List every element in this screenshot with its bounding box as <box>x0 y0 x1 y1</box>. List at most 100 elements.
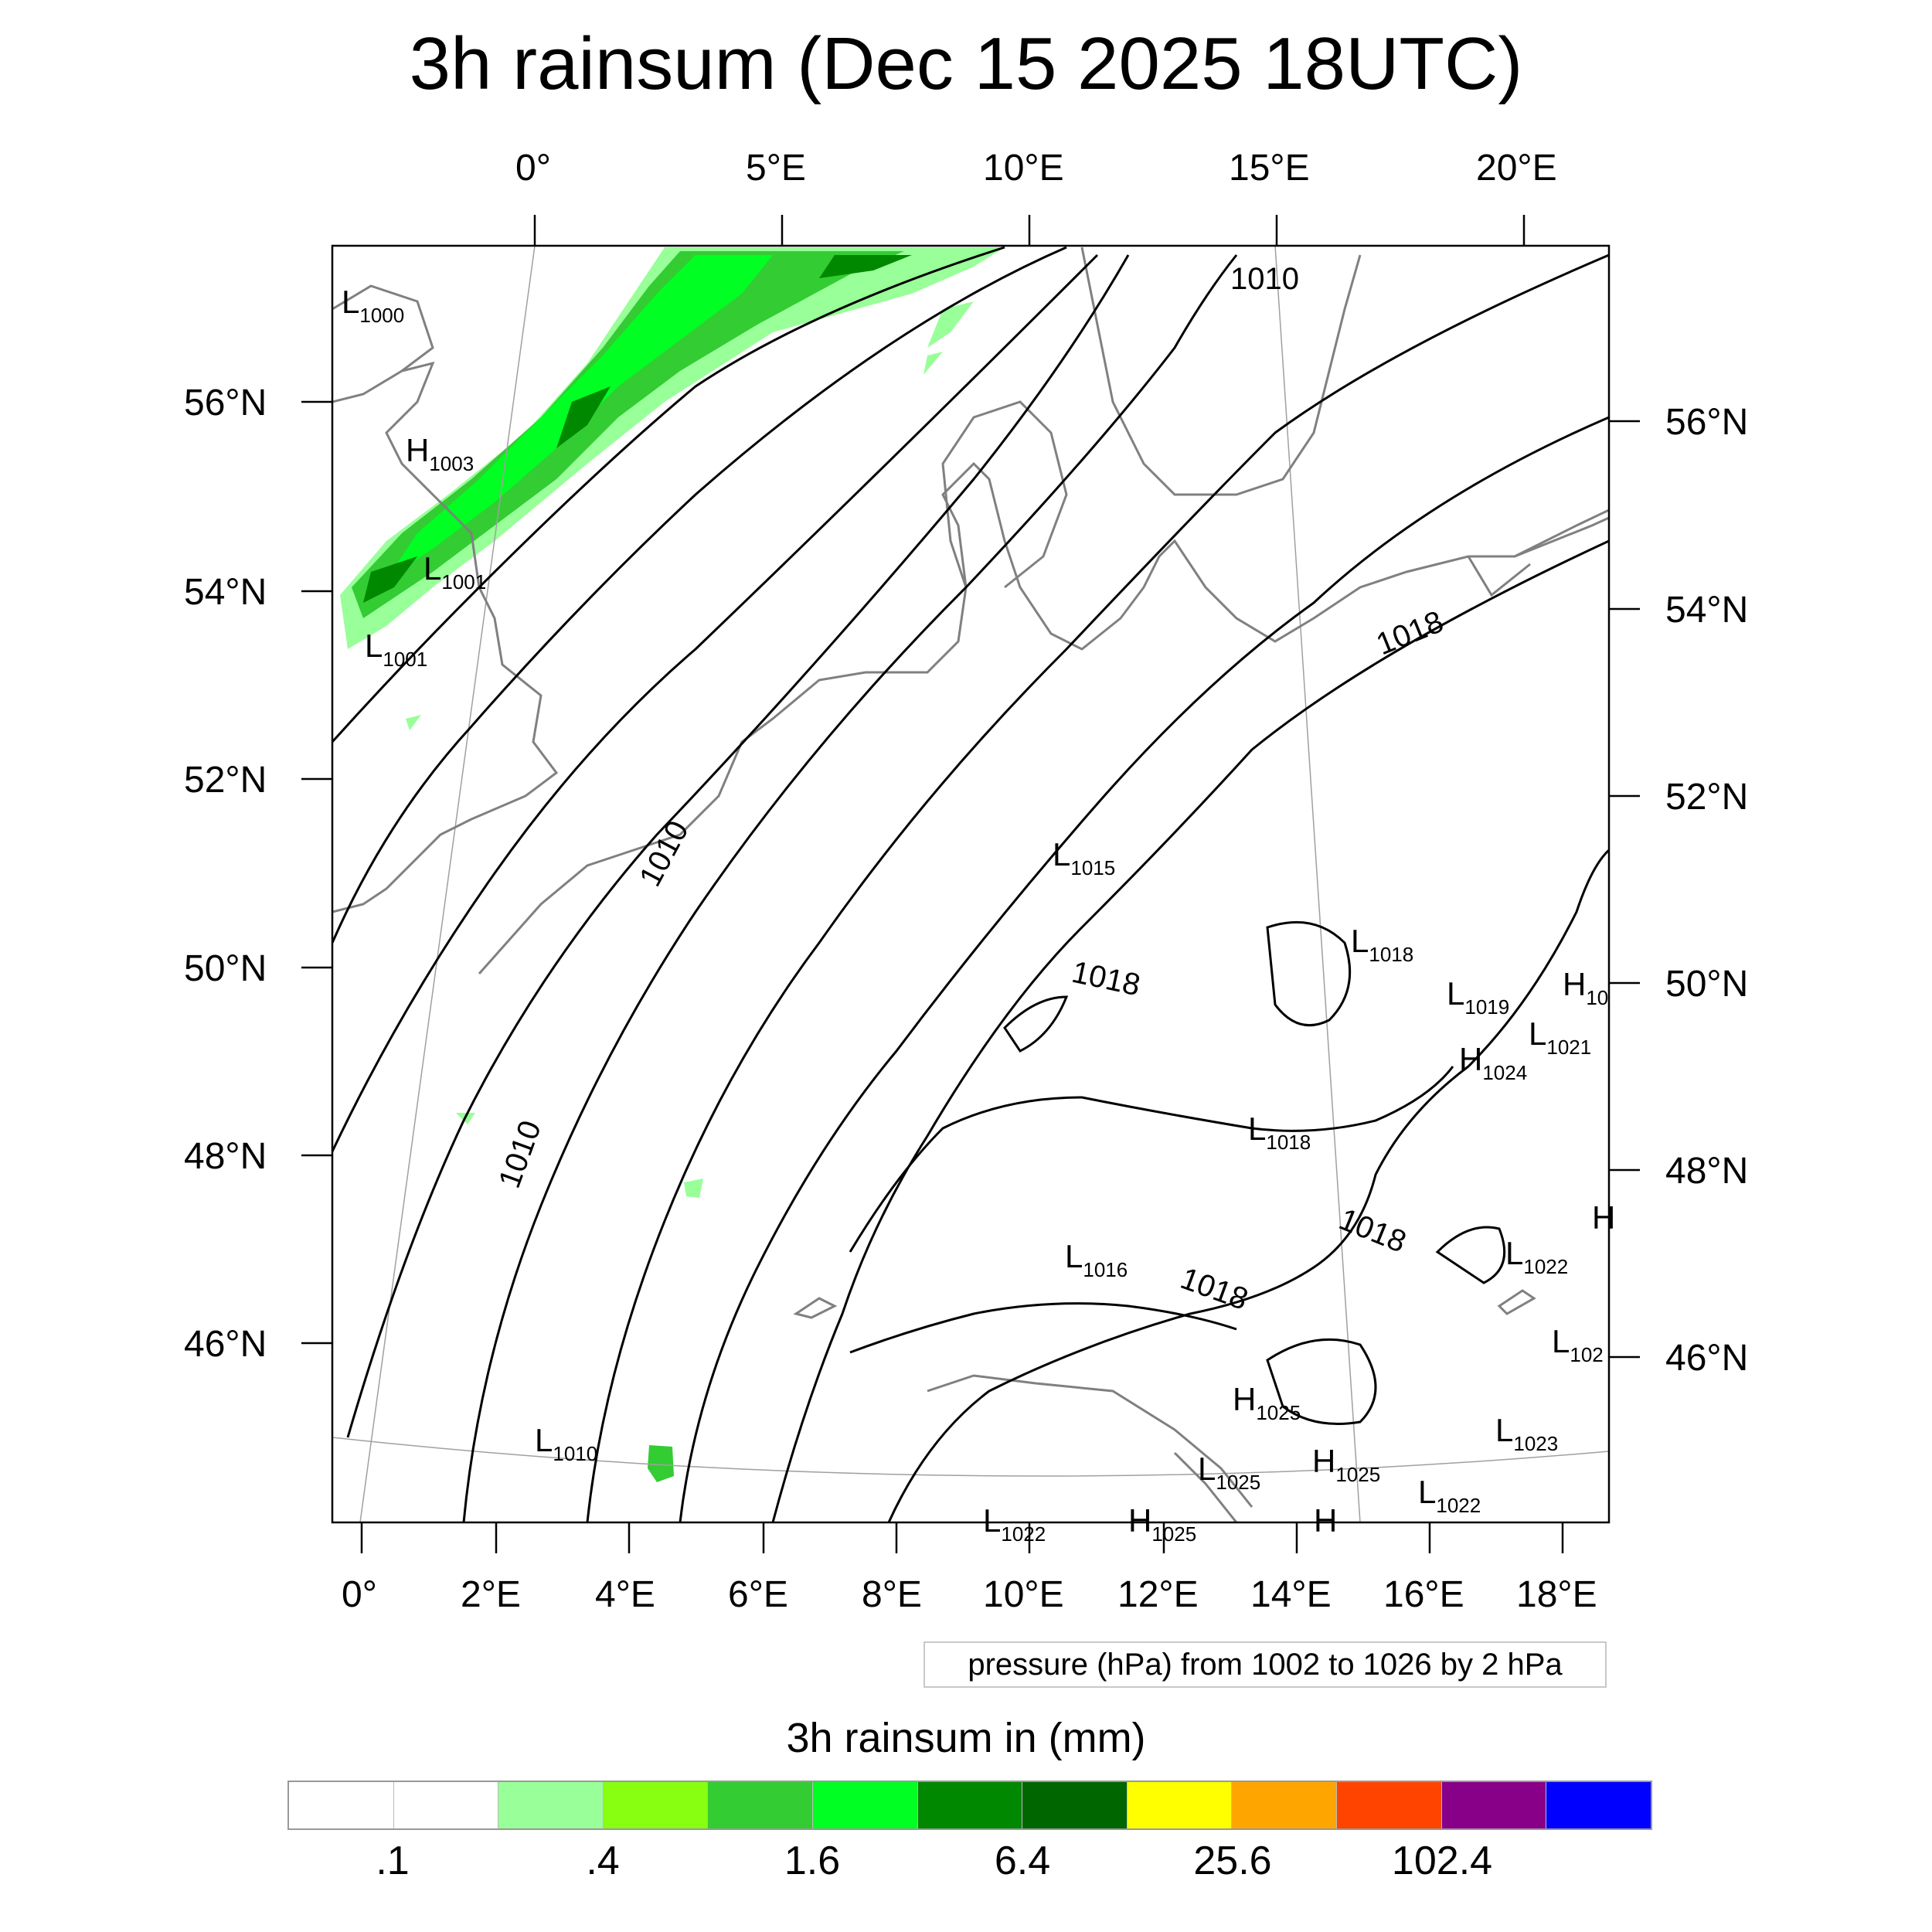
rain-area-mid <box>352 251 904 618</box>
rain-area-scattered <box>406 301 974 1198</box>
pressure-center-low: L1022 <box>1505 1235 1568 1278</box>
isobar-1 <box>332 246 1005 743</box>
pressure-center-low: L1023 <box>1495 1412 1558 1455</box>
colorbar-cell <box>498 1782 604 1828</box>
pressure-center-low: L1015 <box>1053 836 1115 879</box>
left-lat-label: 56°N <box>184 383 267 423</box>
coast-baltic-east <box>1467 509 1609 597</box>
colorbar-cell <box>708 1782 814 1828</box>
right-lat-label: 48°N <box>1665 1151 1749 1192</box>
top-lon-label: 0° <box>515 148 551 189</box>
meridian-0 <box>359 246 536 1522</box>
colorbar-label: 6.4 <box>994 1838 1051 1883</box>
map-title: 3h rainsum (Dec 15 2025 18UTC) <box>409 22 1523 105</box>
coast-sweden <box>1080 247 1362 496</box>
colorbar-title: 3h rainsum in (mm) <box>786 1715 1146 1761</box>
pressure-center-high: H1025 <box>1128 1502 1196 1546</box>
colorbar-cell <box>603 1782 709 1828</box>
isobar-7 <box>679 416 1609 1522</box>
pressure-center-high: H <box>1592 1199 1615 1236</box>
coast-ireland <box>332 284 434 372</box>
colorbar-cell <box>1022 1782 1128 1828</box>
colorbar-cell <box>813 1782 918 1828</box>
colorbar-cell <box>1232 1782 1338 1828</box>
coastlines <box>332 247 1609 1522</box>
plot-frame <box>331 244 1611 1524</box>
bottom-lon-label: 0° <box>342 1574 377 1615</box>
pressure-center-high: H1003 <box>406 432 474 475</box>
pressure-center-low: L1022 <box>983 1502 1046 1546</box>
pressure-center-low: L1022 <box>1418 1474 1481 1517</box>
colorbar-cell <box>1337 1782 1442 1828</box>
isobar-15 <box>1266 1338 1377 1425</box>
pressure-center-low: L1001 <box>423 550 486 594</box>
pressure-center-low: L102 <box>1552 1323 1604 1366</box>
colorbar-cell <box>289 1782 394 1828</box>
pressure-center-low: L1018 <box>1248 1111 1311 1154</box>
right-lat-label: 46°N <box>1665 1338 1749 1379</box>
pressure-center-low: L1025 <box>1198 1451 1260 1494</box>
pressure-center-low: L1000 <box>342 284 404 327</box>
pressure-center-high: H1025 <box>1233 1381 1301 1424</box>
right-lat-label: 56°N <box>1665 402 1749 443</box>
colorbar-label: 1.6 <box>784 1838 841 1883</box>
pressure-center-high: H1024 <box>1459 1041 1527 1084</box>
coast-britain <box>332 361 559 913</box>
pressure-center-low: L1010 <box>535 1422 597 1465</box>
coast-adriatic <box>927 1374 1253 1522</box>
contour-label: 1018 <box>1372 604 1448 662</box>
colorbar-label: .4 <box>586 1838 620 1883</box>
isobar-3 <box>332 253 1099 1152</box>
coast-denmark <box>941 400 1068 589</box>
right-lat-label: 52°N <box>1665 777 1749 818</box>
contour-label: 1018 <box>1335 1202 1411 1260</box>
top-lon-label: 5°E <box>746 148 806 189</box>
top-lon-label: 20°E <box>1476 148 1557 189</box>
pressure-center-high: H10 <box>1563 966 1608 1009</box>
isobar-11 <box>1003 995 1069 1053</box>
isobar-2 <box>332 246 1067 944</box>
colorbar-cell <box>917 1782 1023 1828</box>
isobar-6 <box>586 253 1609 1522</box>
isobar-14 <box>1435 1226 1506 1284</box>
top-lon-label: 10°E <box>983 148 1064 189</box>
isobar-8 <box>771 539 1609 1522</box>
left-lat-label: 54°N <box>184 572 267 613</box>
bottom-lon-label: 18°E <box>1516 1574 1597 1615</box>
contour-info-box: pressure (hPa) from 1002 to 1026 by 2 hP… <box>923 1641 1607 1688</box>
precipitation-shading <box>340 247 1005 1482</box>
pressure-center-high: H <box>1314 1502 1337 1539</box>
left-lat-label: 46°N <box>184 1324 267 1365</box>
contour-label: 1010 <box>492 1116 548 1192</box>
isobars <box>332 246 1609 1522</box>
left-lat-label: 50°N <box>184 948 267 989</box>
lake-balaton <box>1497 1289 1536 1315</box>
meridian-15E <box>1274 246 1361 1522</box>
bottom-lon-label: 10°E <box>983 1574 1064 1615</box>
isobar-9 <box>887 849 1609 1522</box>
pressure-center-high: H1025 <box>1312 1443 1380 1486</box>
contour-label: 1018 <box>1069 955 1143 1003</box>
colorbar-label: 102.4 <box>1391 1838 1493 1883</box>
contour-label: 1010 <box>633 815 696 892</box>
lake-geneva <box>793 1297 838 1319</box>
isobar-4 <box>346 254 1130 1438</box>
colorbar <box>287 1781 1652 1830</box>
left-lat-label: 48°N <box>184 1136 267 1177</box>
coast-continent <box>478 461 1609 975</box>
pressure-center-low: L1001 <box>365 628 427 671</box>
bottom-lon-label: 16°E <box>1383 1574 1464 1615</box>
left-lat-label: 52°N <box>184 760 267 801</box>
isobar-13 <box>1266 920 1352 1027</box>
right-lat-label: 54°N <box>1665 590 1749 631</box>
colorbar-label: 25.6 <box>1193 1838 1272 1883</box>
bottom-lon-label: 4°E <box>595 1574 655 1615</box>
colorbar-cell <box>1441 1782 1547 1828</box>
right-lat-label: 50°N <box>1665 964 1749 1005</box>
bottom-lon-label: 14°E <box>1250 1574 1332 1615</box>
pressure-center-low: L1018 <box>1351 923 1413 966</box>
contour-label: 1010 <box>1230 262 1299 296</box>
top-lon-label: 15°E <box>1229 148 1310 189</box>
